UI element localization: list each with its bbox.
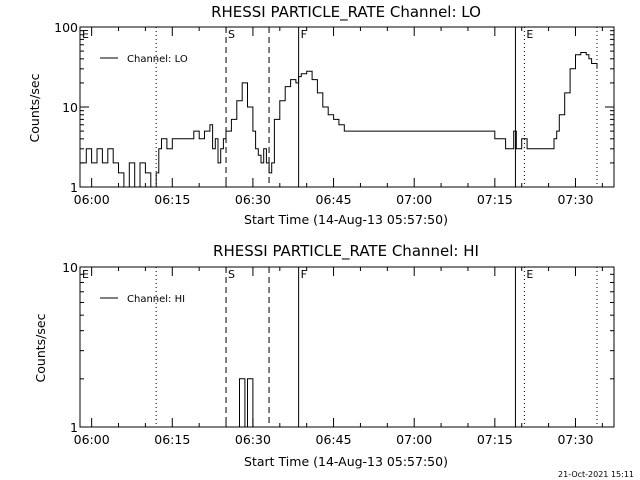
x-tick-label-hi: 07:00 (396, 432, 432, 447)
y-tick-label-lo: 10 (62, 100, 78, 115)
axes-frame-lo (79, 26, 615, 188)
axes-frame-hi (79, 266, 615, 428)
series-line-hi (236, 378, 254, 428)
marker-label-hi: E (82, 268, 89, 281)
x-tick-label-hi: 07:15 (477, 432, 513, 447)
legend-label-hi: Channel: HI (127, 294, 185, 305)
plot-area-hi: 1 10 06:00 06:15 06:30 06:45 07:00 07:15 07:30 E S… (62, 260, 615, 447)
x-tick-label-lo: 06:00 (74, 192, 110, 207)
marker-label-lo: S (228, 28, 235, 41)
timestamp: 21-Oct-2021 15:11 (558, 470, 634, 479)
x-axis-label-hi: Start Time (14-Aug-13 05:57:50) (244, 454, 448, 469)
x-tick-label-hi: 06:30 (235, 432, 271, 447)
panel-hi: RHESSI PARTICLE_RATE Channel: HI Counts/… (33, 242, 615, 469)
x-tick-label-hi: 07:30 (557, 432, 593, 447)
x-tick-label-lo: 06:30 (235, 192, 271, 207)
x-tick-label-hi: 06:15 (154, 432, 190, 447)
series-line-lo (80, 52, 598, 188)
x-tick-label-lo: 07:00 (396, 192, 432, 207)
x-tick-label-lo: 06:15 (154, 192, 190, 207)
y-tick-label-hi: 1 (70, 420, 78, 435)
y-tick-label-hi: 10 (62, 260, 78, 275)
marker-label-lo: E (82, 28, 89, 41)
x-axis-label-lo: Start Time (14-Aug-13 05:57:50) (244, 212, 448, 227)
marker-label-lo: F (301, 28, 307, 41)
y-axis-label-hi: Counts/sec (33, 313, 48, 382)
x-tick-label-lo: 07:15 (477, 192, 513, 207)
x-tick-label-lo: 07:30 (557, 192, 593, 207)
legend-label-lo: Channel: LO (127, 54, 188, 65)
panel-lo: RHESSI PARTICLE_RATE Channel: LO Counts/… (27, 3, 615, 227)
y-tick-label-lo: 1 (70, 180, 78, 195)
chart-title-hi: RHESSI PARTICLE_RATE Channel: HI (213, 242, 479, 261)
marker-label-hi: S (228, 268, 235, 281)
y-axis-label-lo: Counts/sec (27, 73, 42, 142)
x-tick-label-hi: 06:00 (74, 432, 110, 447)
plot-area-lo: 1 10 100 06:00 06:15 06:30 06:45 07:00 07:15 07:3… (54, 20, 615, 207)
marker-label-lo: E (526, 28, 533, 41)
y-tick-label-lo: 100 (54, 20, 78, 35)
marker-label-hi: E (526, 268, 533, 281)
chart-title-lo: RHESSI PARTICLE_RATE Channel: LO (211, 3, 481, 22)
marker-label-hi: F (301, 268, 307, 281)
x-tick-label-hi: 06:45 (316, 432, 352, 447)
x-tick-label-lo: 06:45 (316, 192, 352, 207)
